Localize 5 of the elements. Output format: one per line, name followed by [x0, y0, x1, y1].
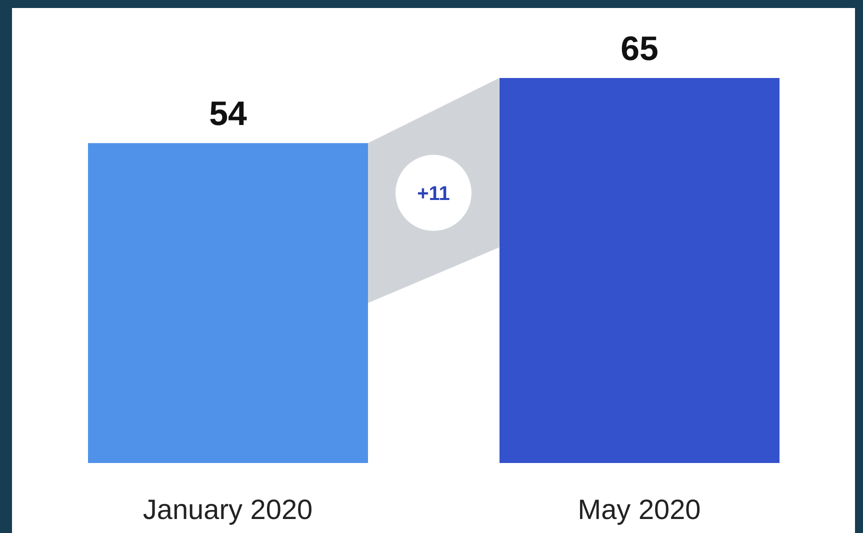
data-label: 65	[620, 30, 658, 68]
data-label: 54	[209, 95, 247, 134]
x-tick-label: January 2020	[142, 494, 313, 525]
x-tick-label: May 2020	[578, 494, 701, 525]
annotation: +11	[417, 182, 450, 205]
